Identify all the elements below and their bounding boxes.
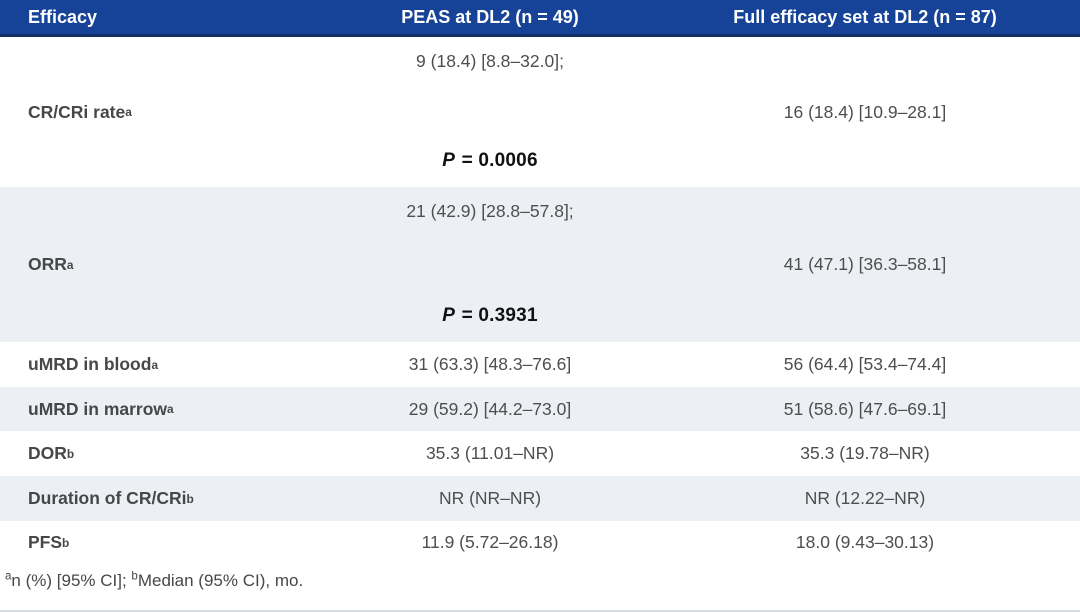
- table-row-umrd-in-blood: uMRD in blood a 31 (63.3) [48.3–76.6] 56 (6…: [0, 342, 1080, 387]
- full-set-value: NR (12.22–NR): [804, 488, 926, 508]
- p-value: P = 0.3931: [442, 305, 538, 326]
- peas-value: 31 (63.3) [48.3–76.6]: [408, 354, 572, 374]
- p-symbol: P: [442, 150, 456, 171]
- peas-value: 21 (42.9) [28.8–57.8];: [406, 201, 574, 221]
- peas-value: NR (NR–NR): [438, 488, 542, 508]
- table-header-row: Efficacy PEAS at DL2 (n = 49) Full effic…: [0, 0, 1080, 37]
- full-set-value: 18.0 (9.43–30.13): [795, 532, 935, 552]
- footnote-marker: b: [131, 570, 138, 583]
- full-set-value: 56 (64.4) [53.4–74.4]: [783, 354, 947, 374]
- row-label: uMRD in blood a: [28, 354, 159, 374]
- row-label: Duration of CR/CRi b: [28, 488, 194, 508]
- header-cell-efficacy: Efficacy: [28, 6, 98, 27]
- table-row-duration-of-cr-cri: Duration of CR/CRi b NR (NR–NR) NR (12.22–N…: [0, 476, 1080, 521]
- row-label: CR/CRi rate a: [28, 101, 132, 122]
- table-body: CR/CRi rate a 9 (18.4) [8.8–32.0]; P = 0.00…: [0, 37, 1080, 564]
- peas-value: 29 (59.2) [44.2–73.0]: [408, 398, 572, 419]
- full-set-value: 35.3 (19.78–NR): [800, 443, 930, 463]
- row-label: PFS b: [28, 532, 70, 552]
- full-set-value: 51 (58.6) [47.6–69.1]: [783, 398, 947, 419]
- footnote: an (%) [95% CI]; bMedian (95% CI), mo.: [5, 570, 304, 590]
- table-row-cr-cri-rate: CR/CRi rate a 9 (18.4) [8.8–32.0]; P = 0.00…: [0, 37, 1080, 187]
- row-label: uMRD in marrow a: [28, 398, 174, 419]
- peas-value: 35.3 (11.01–NR): [425, 443, 555, 463]
- table-row-orr: ORR a 21 (42.9) [28.8–57.8]; P = 0.3931 41 (…: [0, 187, 1080, 342]
- p-value: P = 0.0006: [442, 150, 538, 171]
- footnote-marker: a: [5, 570, 12, 583]
- full-set-value: 41 (47.1) [36.3–58.1]: [783, 254, 947, 274]
- table-row-dor: DOR b 35.3 (11.01–NR) 35.3 (19.78–NR): [0, 431, 1080, 476]
- header-cell-full-set: Full efficacy set at DL2 (n = 87): [733, 6, 997, 27]
- row-label: DOR b: [28, 443, 75, 463]
- peas-value: 11.9 (5.72–26.18): [421, 532, 559, 552]
- full-set-value: 16 (18.4) [10.9–28.1]: [783, 101, 947, 122]
- table-row-umrd-in-marrow: uMRD in marrow a 29 (59.2) [44.2–73.0] 51 (…: [0, 387, 1080, 431]
- header-cell-peas: PEAS at DL2 (n = 49): [401, 6, 579, 27]
- peas-value: 9 (18.4) [8.8–32.0];: [416, 51, 564, 71]
- row-label: ORR a: [28, 254, 74, 274]
- p-symbol: P: [442, 305, 456, 326]
- table-row-pfs: PFS b 11.9 (5.72–26.18) 18.0 (9.43–30.13): [0, 521, 1080, 564]
